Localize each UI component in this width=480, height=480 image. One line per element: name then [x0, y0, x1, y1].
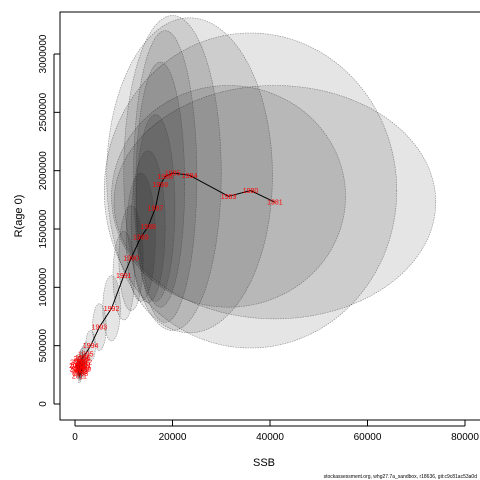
x-tick-label-1: 20000: [159, 432, 187, 443]
year-label-24: 2004: [74, 356, 90, 363]
year-label-4: 1985: [165, 171, 181, 178]
year-label-25: 2005: [71, 364, 87, 371]
year-label-6: 1988: [153, 182, 169, 189]
confidence-ellipses: [75, 15, 437, 384]
year-label-29: 2009: [75, 367, 91, 374]
year-label-30: 2010: [69, 363, 85, 370]
y-tick-label-5: 2500000: [38, 92, 49, 131]
year-label-9: 1989: [133, 235, 149, 242]
year-label-16: 1996: [75, 355, 91, 362]
year-label-8: 1988: [140, 224, 156, 231]
year-label-33: 2013: [73, 368, 89, 375]
year-label-22: 2002: [70, 360, 86, 367]
y-axis: 0 500000 1000000 1500000 2000000 2500000 30000…: [38, 34, 60, 407]
year-label-7: 1987: [148, 206, 164, 213]
year-label-27: 2007: [70, 367, 86, 374]
y-tick-label-4: 2000000: [38, 151, 49, 190]
year-label-21: 2001: [76, 363, 92, 370]
year-label-26: 2006: [75, 361, 91, 368]
year-label-2: 1983: [221, 194, 237, 201]
x-tick-label-3: 60000: [354, 432, 382, 443]
x-tick-label-0: 0: [72, 432, 78, 443]
year-label-23: 2003: [72, 369, 88, 376]
year-label-10: 1990: [123, 256, 139, 263]
year-label-32: 2012: [76, 360, 92, 367]
x-axis: 0 20000 40000 60000 80000: [72, 420, 479, 443]
footer-note: stockassessment.org, whg27.7a_sandbox, r…: [324, 474, 478, 480]
year-label-15: 1995: [78, 351, 94, 358]
year-label-14: 1994: [83, 343, 99, 350]
x-axis-title: SSB: [253, 457, 275, 469]
y-tick-label-0: 0: [38, 401, 49, 407]
year-label-20: 2000: [71, 368, 87, 375]
y-tick-label-2: 1000000: [38, 267, 49, 306]
trajectory-line: [76, 172, 276, 378]
y-tick-label-3: 1500000: [38, 209, 49, 248]
y-tick-label-6: 3000000: [38, 34, 49, 73]
year-label-17: 1997: [73, 358, 89, 365]
year-label-0: 1981: [267, 200, 283, 207]
year-label-11: 1991: [116, 273, 132, 280]
year-label-3: 1984: [182, 173, 198, 180]
year-label-18: 1998: [72, 362, 88, 369]
year-label-5: 1986: [157, 174, 173, 181]
x-tick-label-2: 40000: [256, 432, 284, 443]
year-label-19: 1999: [74, 365, 90, 372]
year-label-1: 1980: [243, 188, 259, 195]
y-axis-title: R(age 0): [13, 195, 25, 238]
year-label-31: 2011: [72, 374, 87, 381]
year-labels: 1981198019831984198519861988198719881989…: [69, 171, 283, 381]
x-tick-label-4: 80000: [451, 432, 479, 443]
y-tick-label-1: 500000: [38, 329, 49, 363]
year-label-12: 1992: [104, 306, 120, 313]
year-label-28: 2008: [73, 371, 89, 378]
year-label-13: 1993: [92, 325, 108, 332]
